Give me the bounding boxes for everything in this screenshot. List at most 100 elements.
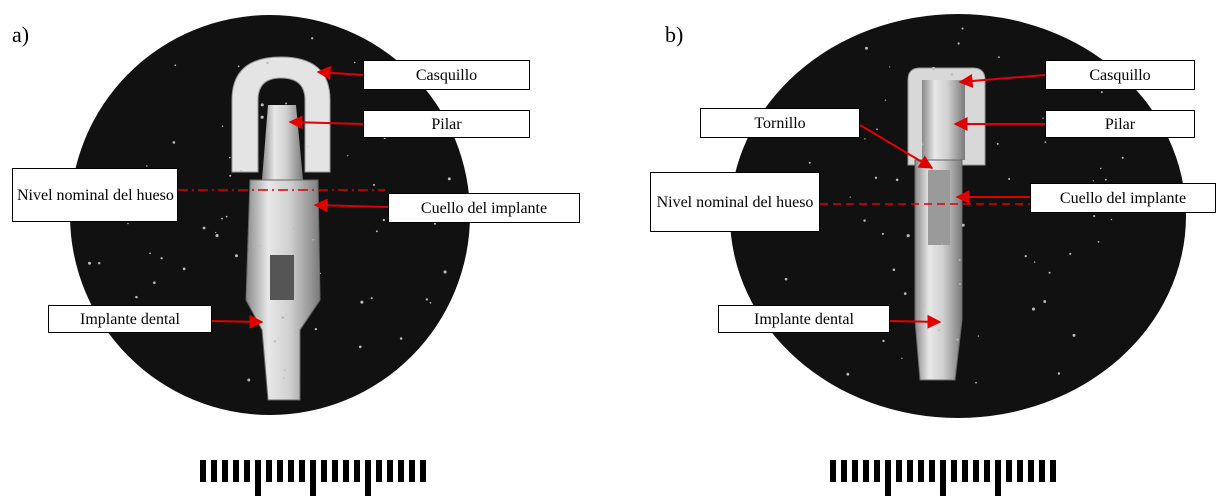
speck — [1093, 180, 1094, 181]
speck — [373, 184, 375, 186]
ruler-tick — [321, 460, 327, 482]
ruler-tick — [420, 460, 426, 482]
speck — [882, 340, 884, 342]
callout: Nivel nominal del hueso — [650, 172, 820, 232]
speck — [444, 270, 447, 273]
speck — [98, 262, 100, 264]
speck — [1032, 308, 1035, 311]
screw — [928, 170, 950, 245]
speck — [183, 267, 186, 270]
speck — [1049, 272, 1051, 274]
callout: Nivel nominal del hueso — [12, 168, 178, 222]
ruler-tick — [830, 460, 836, 482]
ruler-tick — [266, 460, 272, 482]
speck — [998, 56, 1000, 58]
speck — [1073, 334, 1076, 337]
speck — [285, 103, 287, 105]
speck — [400, 337, 403, 340]
speck — [261, 116, 264, 119]
speck — [1098, 241, 1100, 243]
ruler-tick — [1050, 460, 1056, 482]
speck — [1034, 261, 1035, 262]
callout: Pilar — [363, 110, 530, 138]
speck — [1042, 118, 1043, 119]
callout: Cuello del implante — [388, 193, 580, 223]
ruler-tick — [874, 460, 880, 482]
speck — [215, 232, 216, 233]
speck — [1093, 215, 1095, 217]
speck — [922, 143, 924, 145]
speck — [978, 335, 979, 336]
ruler-tick — [940, 460, 946, 496]
callout: Implante dental — [48, 305, 212, 333]
speck — [956, 339, 958, 341]
speck — [226, 216, 228, 218]
speck — [266, 62, 268, 64]
speck — [258, 245, 260, 247]
speck — [875, 177, 877, 179]
ruler-tick — [255, 460, 261, 496]
ruler-tick — [376, 460, 382, 482]
ruler-tick — [1017, 460, 1023, 482]
speck — [785, 278, 788, 281]
ruler-tick — [211, 460, 217, 482]
callout: Casquillo — [363, 60, 530, 90]
ruler-tick — [387, 460, 393, 482]
speck — [1105, 179, 1107, 181]
panel-label: a) — [12, 22, 29, 48]
speck — [942, 244, 943, 245]
ruler-tick — [962, 460, 968, 482]
speck — [430, 302, 432, 304]
speck — [312, 239, 314, 241]
ruler-tick — [310, 460, 316, 496]
ruler-tick — [951, 460, 957, 482]
ruler-tick — [200, 460, 206, 482]
speck — [160, 257, 162, 259]
speck — [149, 253, 151, 255]
speck — [293, 227, 295, 229]
speck — [809, 162, 811, 164]
ruler-tick — [233, 460, 239, 482]
speck — [997, 143, 999, 145]
speck — [359, 346, 362, 349]
ruler-tick — [1006, 460, 1012, 482]
speck — [146, 165, 148, 167]
ruler-tick — [885, 460, 891, 496]
ruler-tick — [841, 460, 847, 482]
speck — [975, 382, 977, 384]
ruler-tick — [398, 460, 404, 482]
illustration — [0, 0, 1218, 498]
speck — [893, 268, 896, 271]
speck — [238, 65, 240, 67]
speck — [448, 177, 451, 180]
arrow — [212, 321, 262, 322]
implant-bore — [270, 255, 294, 300]
speck — [896, 178, 899, 181]
speck — [284, 369, 286, 371]
speck — [88, 262, 91, 265]
speck — [922, 304, 924, 306]
ruler-tick — [354, 460, 360, 482]
speck — [135, 296, 137, 298]
speck — [882, 233, 884, 235]
speck — [961, 28, 963, 30]
speck — [307, 146, 308, 147]
speck — [235, 254, 238, 257]
speck — [274, 340, 276, 342]
speck — [1025, 255, 1027, 257]
speck — [1100, 168, 1101, 169]
speck — [959, 259, 961, 261]
speck — [863, 219, 865, 221]
speck — [864, 138, 865, 139]
speck — [383, 219, 385, 221]
speck — [175, 64, 177, 66]
speck — [229, 157, 231, 159]
ruler-tick — [299, 460, 305, 482]
speck — [901, 358, 902, 359]
speck — [1043, 300, 1046, 303]
speck — [876, 128, 878, 130]
ruler-tick — [973, 460, 979, 482]
speck — [1058, 372, 1060, 374]
ruler-tick — [852, 460, 858, 482]
abutment — [922, 80, 965, 160]
